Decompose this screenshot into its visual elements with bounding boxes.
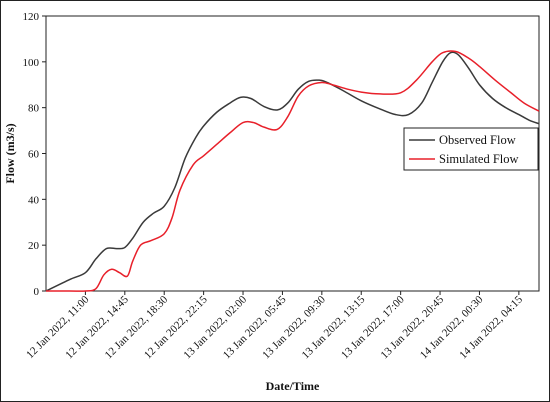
y-axis-title: Flow (m3/s) [3, 123, 17, 183]
legend-label-simulated: Simulated Flow [439, 152, 519, 166]
y-axis-ticks: 0 20 40 60 80 100 120 [23, 11, 46, 298]
y-tick-label: 40 [28, 194, 40, 206]
series-layer [45, 50, 540, 292]
y-tick-label: 80 [28, 103, 40, 115]
y-tick-label: 100 [23, 57, 40, 69]
x-axis-title: Date/Time [266, 379, 320, 393]
legend-label-observed: Observed Flow [439, 133, 516, 147]
y-tick-label: 60 [28, 149, 40, 161]
y-tick-label: 120 [23, 11, 40, 23]
series-line-simulated-flow [45, 50, 540, 292]
legend-box [403, 127, 539, 171]
legend: Observed Flow Simulated Flow [403, 127, 539, 171]
series-line-observed-flow [45, 51, 540, 292]
y-tick-label: 0 [34, 286, 40, 298]
y-tick-label: 20 [28, 240, 40, 252]
